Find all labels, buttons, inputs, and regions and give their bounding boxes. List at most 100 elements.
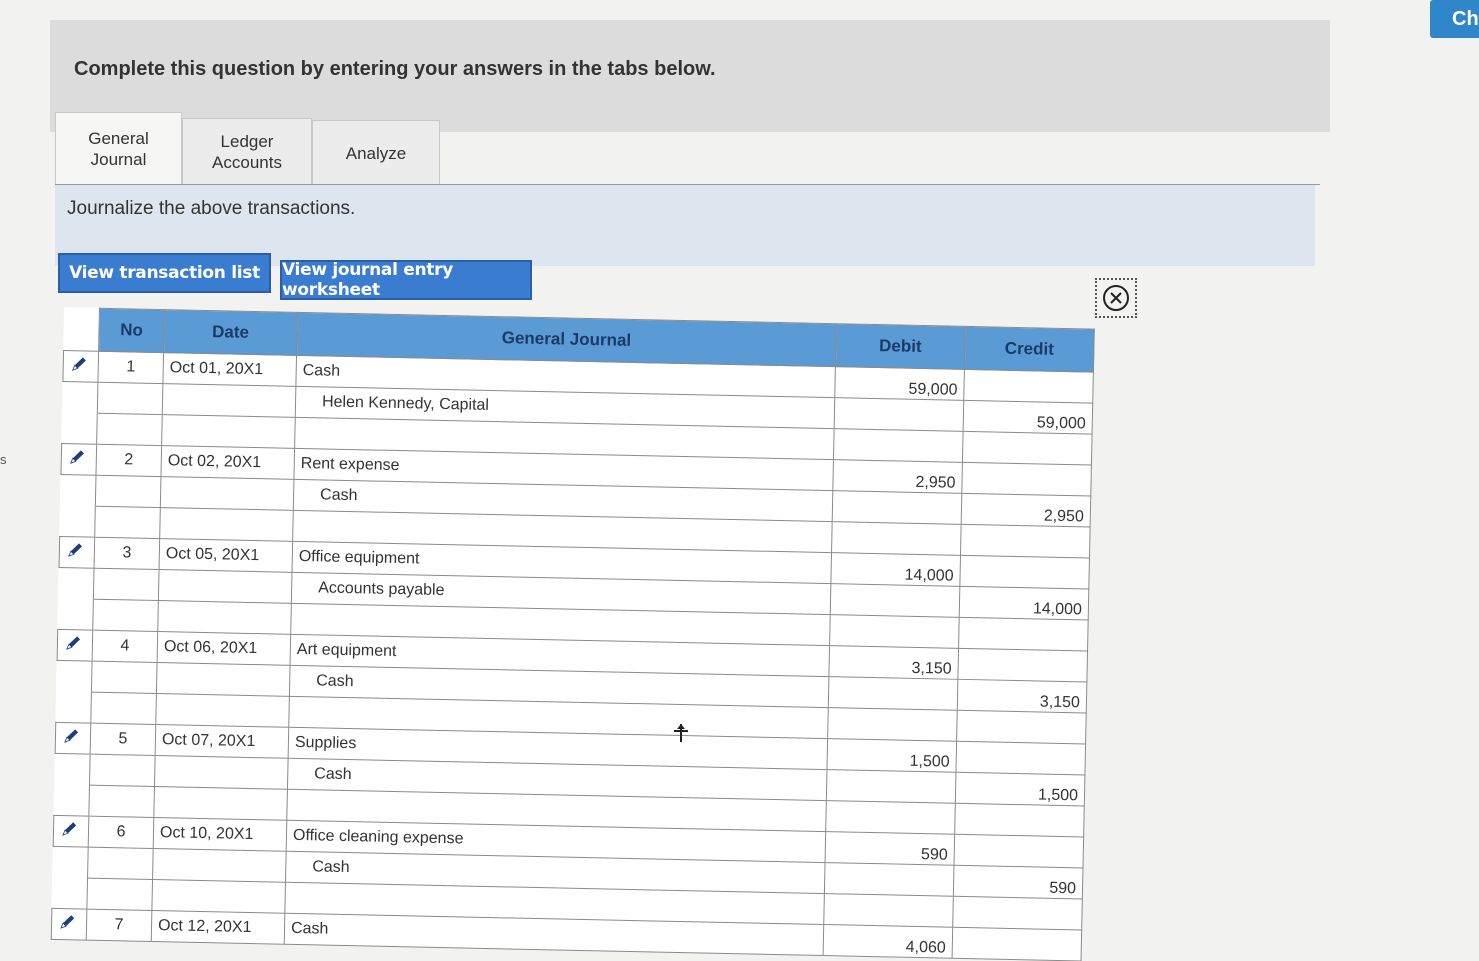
credit-amount-empty <box>955 741 1086 775</box>
tab-label-line2: Accounts <box>212 153 282 172</box>
table-row: 7 Oct 12, 20X1 Cash 4,060 <box>51 908 1082 961</box>
credit-amount-empty <box>952 896 1083 930</box>
entry-date: Oct 05, 20X1 <box>159 538 293 573</box>
edit-spacer <box>57 598 94 631</box>
entry-number: 7 <box>86 909 152 942</box>
edit-spacer <box>60 474 96 507</box>
entry-number-empty <box>97 382 163 415</box>
view-transaction-list-button[interactable]: View transaction list <box>58 253 271 293</box>
credit-header: Credit <box>964 326 1095 373</box>
debit-amount-empty <box>833 428 964 463</box>
entry-date-empty <box>161 414 296 449</box>
entry-number-empty <box>95 475 161 508</box>
entry-number-empty <box>96 413 163 446</box>
debit-amount: 2,950 <box>832 459 963 494</box>
credit-amount-empty <box>962 431 1093 466</box>
entry-date-empty <box>152 848 287 883</box>
debit-header: Debit <box>835 323 966 370</box>
table-row: 5 Oct 07, 20X1 Supplies 1,500 <box>55 722 1086 775</box>
entry-date: Oct 02, 20X1 <box>160 445 295 480</box>
entry-date-empty <box>160 476 294 511</box>
tab-bar: General Journal Ledger Accounts Analyze <box>55 112 440 186</box>
tab-label: Analyze <box>345 143 407 163</box>
general-journal-table: No Date General Journal Debit Credit 1 Oc… <box>50 307 1095 961</box>
debit-amount-empty <box>825 800 956 835</box>
edit-column-header <box>64 308 100 352</box>
pencil-icon <box>70 449 84 464</box>
pencil-icon <box>62 821 77 836</box>
entry-date: Oct 06, 20X1 <box>157 631 291 666</box>
debit-amount-empty <box>828 676 958 711</box>
tab-general-journal[interactable]: General Journal <box>55 112 182 184</box>
pencil-icon <box>71 356 86 371</box>
table-row: 6 Oct 10, 20X1 Office cleaning expense 590 <box>53 815 1084 868</box>
entry-date: Oct 01, 20X1 <box>162 352 297 387</box>
debit-amount: 590 <box>825 831 955 866</box>
credit-amount-empty <box>954 803 1085 837</box>
date-header: Date <box>163 309 298 356</box>
edit-entry-button[interactable] <box>62 350 99 383</box>
edit-spacer <box>62 381 98 414</box>
question-text: Complete this question by entering your … <box>74 58 716 80</box>
entry-date-empty <box>157 600 292 635</box>
credit-amount: 14,000 <box>959 586 1089 621</box>
entry-date-empty <box>151 879 286 914</box>
entry-date-empty <box>156 662 291 697</box>
credit-amount: 590 <box>953 865 1083 899</box>
credit-amount: 2,950 <box>961 493 1091 528</box>
edit-entry-button[interactable] <box>59 536 95 569</box>
instruction-bar: Journalize the above transactions. <box>55 184 1315 266</box>
pencil-icon <box>60 914 75 929</box>
credit-amount: 1,500 <box>955 772 1085 806</box>
edit-entry-button[interactable] <box>53 815 89 848</box>
debit-amount-empty <box>831 521 962 556</box>
debit-amount-empty <box>826 769 956 804</box>
credit-amount-empty <box>959 555 1090 590</box>
credit-amount: 59,000 <box>963 400 1093 435</box>
entry-number: 4 <box>92 630 158 663</box>
left-edge-text: s <box>0 452 7 467</box>
debit-amount-empty <box>832 490 962 525</box>
edit-spacer <box>59 505 96 538</box>
top-right-button[interactable]: Ch <box>1430 0 1479 38</box>
edit-spacer <box>52 846 89 879</box>
entry-date: Oct 12, 20X1 <box>151 910 285 945</box>
tab-ledger-accounts[interactable]: Ledger Accounts <box>182 118 312 186</box>
entry-number-empty <box>92 599 159 632</box>
credit-amount-empty <box>963 369 1094 404</box>
entry-number: 2 <box>95 444 162 477</box>
credit-amount-empty <box>958 617 1089 652</box>
edit-entry-button[interactable] <box>55 722 91 755</box>
edit-spacer <box>51 877 88 910</box>
close-button[interactable] <box>1095 278 1137 318</box>
credit-amount-empty <box>961 462 1092 497</box>
edit-spacer <box>56 660 93 693</box>
tab-label-line2: Journal <box>90 149 147 169</box>
entry-date-empty <box>155 693 290 728</box>
no-header: No <box>98 308 165 353</box>
entry-date-empty <box>158 569 292 604</box>
credit-amount-empty <box>954 834 1084 868</box>
credit-amount-empty <box>952 927 1082 961</box>
entry-number-empty <box>86 878 153 911</box>
view-journal-worksheet-button[interactable]: View journal entry worksheet <box>280 260 532 300</box>
debit-amount-empty <box>824 862 955 897</box>
debit-amount: 1,500 <box>826 738 957 773</box>
credit-amount-empty <box>957 648 1088 683</box>
edit-entry-button[interactable] <box>60 443 97 476</box>
entry-date-empty <box>159 507 294 542</box>
entry-date: Oct 10, 20X1 <box>153 817 287 852</box>
credit-amount-empty <box>960 524 1091 559</box>
entry-date-empty <box>153 786 288 821</box>
edit-entry-button[interactable] <box>57 629 93 662</box>
debit-amount-empty <box>829 614 960 649</box>
table-row: 2 Oct 02, 20X1 Rent expense 2,950 <box>60 443 1092 497</box>
entry-number-empty <box>89 754 156 787</box>
debit-amount-empty <box>827 707 958 742</box>
tab-divider <box>55 184 1320 185</box>
edit-entry-button[interactable] <box>51 908 87 941</box>
close-icon <box>1103 285 1129 311</box>
pencil-icon <box>68 542 83 557</box>
entry-number: 3 <box>94 537 160 570</box>
tab-analyze[interactable]: Analyze <box>312 120 440 186</box>
